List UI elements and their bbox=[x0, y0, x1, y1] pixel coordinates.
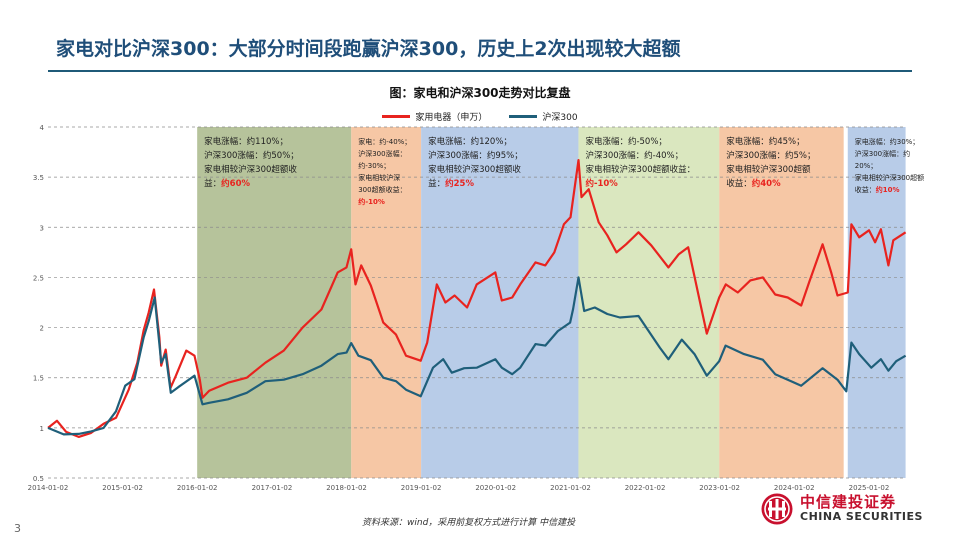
y-tick-label: 1.5 bbox=[33, 375, 44, 383]
period-note-4: 沪深300涨幅：约5%； bbox=[726, 150, 815, 161]
period-band-2 bbox=[421, 127, 579, 478]
legend-swatch-appliance bbox=[382, 115, 411, 118]
period-note-0: 益：约60% bbox=[204, 178, 250, 189]
x-tick-label: 2016-01-02 bbox=[177, 484, 218, 492]
x-tick-label: 2025-01-02 bbox=[849, 484, 890, 492]
y-tick-label: 3.5 bbox=[33, 174, 44, 182]
period-note-4: 家电相较沪深300超额 bbox=[726, 164, 811, 175]
x-tick-label: 2024-01-02 bbox=[774, 484, 815, 492]
company-logo: 中信建投证券 CHINA SECURITIES bbox=[760, 492, 923, 526]
legend-swatch-csi300 bbox=[509, 115, 538, 118]
period-note-1: 300超额收益： bbox=[358, 185, 406, 194]
period-note-3: 家电相较沪深300超额收益： bbox=[585, 164, 695, 175]
x-tick-label: 2015-01-02 bbox=[102, 484, 143, 492]
y-tick-label: 0.5 bbox=[33, 475, 44, 483]
period-note-5: 家电相较沪深300超额 bbox=[855, 173, 924, 182]
period-note-1: 约-10% bbox=[358, 197, 385, 206]
y-tick-label: 4 bbox=[40, 124, 45, 132]
x-tick-label: 2023-01-02 bbox=[699, 484, 740, 492]
legend-item-appliance: 家用电器（申万） bbox=[382, 110, 487, 123]
x-tick-label: 2014-01-02 bbox=[28, 484, 69, 492]
period-note-2: 家电相较沪深300超额收 bbox=[428, 164, 521, 175]
x-tick-label: 2017-01-02 bbox=[252, 484, 293, 492]
x-tick-label: 2020-01-02 bbox=[475, 484, 516, 492]
y-tick-label: 3 bbox=[40, 224, 44, 232]
logo-text-cn: 中信建投证券 bbox=[800, 493, 897, 512]
period-note-5: 沪深300涨幅：约 bbox=[855, 149, 910, 158]
period-note-4: 家电涨幅：约45%； bbox=[726, 136, 804, 147]
source-note: 资料来源：wind，采用前复权方式进行计算 中信建投 bbox=[362, 518, 576, 528]
period-note-4: 收益：约40% bbox=[726, 178, 781, 189]
chart-legend: 家用电器（申万） 沪深300 bbox=[0, 110, 960, 123]
china-securities-logo-icon bbox=[761, 493, 793, 525]
chart-title: 图：家电和沪深300走势对比复盘 bbox=[389, 86, 571, 100]
y-tick-label: 2.5 bbox=[33, 274, 44, 282]
period-note-5: 收益：约10% bbox=[855, 185, 900, 194]
period-note-3: 约-10% bbox=[585, 178, 618, 189]
period-note-5: 20%； bbox=[855, 162, 878, 170]
series-line-1 bbox=[47, 276, 907, 436]
x-tick-label: 2018-01-02 bbox=[326, 484, 367, 492]
period-note-0: 家电涨幅：约110%； bbox=[204, 136, 288, 147]
period-note-1: 家电相较沪深 bbox=[358, 173, 400, 182]
slide-title: 家电对比沪深300：大部分时间段跑赢沪深300，历史上2次出现较大超额 bbox=[56, 38, 681, 60]
x-tick-label: 2022-01-02 bbox=[625, 484, 666, 492]
legend-label-csi300: 沪深300 bbox=[542, 113, 578, 123]
page-number: 3 bbox=[14, 522, 21, 535]
period-note-0: 家电相较沪深300超额收 bbox=[204, 164, 297, 175]
period-band-3 bbox=[578, 127, 720, 478]
period-band-1 bbox=[351, 127, 422, 478]
x-tick-label: 2021-01-02 bbox=[550, 484, 591, 492]
period-note-1: 沪深300涨幅： bbox=[358, 149, 406, 158]
period-note-0: 沪深300涨幅：约50%； bbox=[204, 150, 299, 161]
period-band-4 bbox=[719, 127, 844, 478]
period-note-3: 沪深300涨幅：约-40%； bbox=[585, 150, 683, 161]
period-note-3: 家电涨幅：约-50%； bbox=[585, 136, 666, 147]
title-divider bbox=[48, 70, 912, 72]
x-tick-label: 2019-01-02 bbox=[401, 484, 442, 492]
period-note-2: 沪深300涨幅：约95%； bbox=[428, 150, 523, 161]
period-note-5: 家电涨幅：约30%； bbox=[855, 137, 920, 146]
y-tick-label: 2 bbox=[40, 325, 44, 333]
period-note-1: 家电：约-40%； bbox=[358, 137, 411, 146]
legend-item-csi300: 沪深300 bbox=[509, 110, 578, 123]
period-note-1: 约-30%； bbox=[358, 161, 390, 170]
period-note-2: 益：约25% bbox=[428, 178, 474, 189]
y-tick-label: 1 bbox=[40, 425, 44, 433]
period-band-5 bbox=[847, 127, 906, 478]
period-note-2: 家电涨幅：约120%； bbox=[428, 136, 512, 147]
logo-text-en: CHINA SECURITIES bbox=[800, 510, 923, 524]
legend-label-appliance: 家用电器（申万） bbox=[415, 113, 488, 123]
